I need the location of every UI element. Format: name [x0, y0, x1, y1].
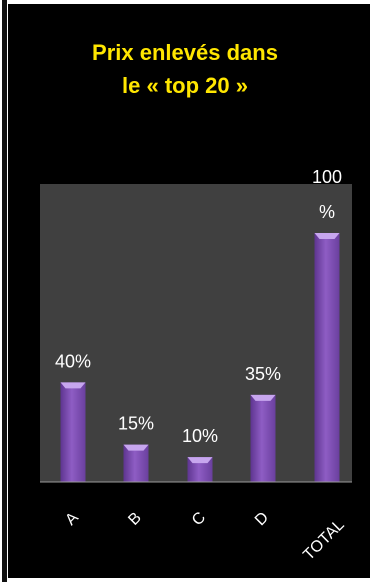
bar-d	[251, 395, 276, 482]
data-label-d: 35%	[245, 364, 281, 384]
data-label-total-value: 100	[312, 167, 342, 187]
category-label-d: D	[252, 509, 272, 529]
data-label-c: 10%	[182, 426, 218, 446]
bar-total	[315, 233, 340, 482]
category-label-total: TOTAL	[300, 516, 348, 564]
bar-a	[61, 382, 86, 482]
data-label-a: 40%	[55, 351, 91, 371]
data-label-total-unit: %	[319, 202, 335, 222]
category-label-b: B	[125, 509, 145, 529]
data-label-b: 15%	[118, 414, 154, 434]
category-label-a: A	[62, 509, 82, 529]
category-label-c: C	[189, 509, 209, 529]
